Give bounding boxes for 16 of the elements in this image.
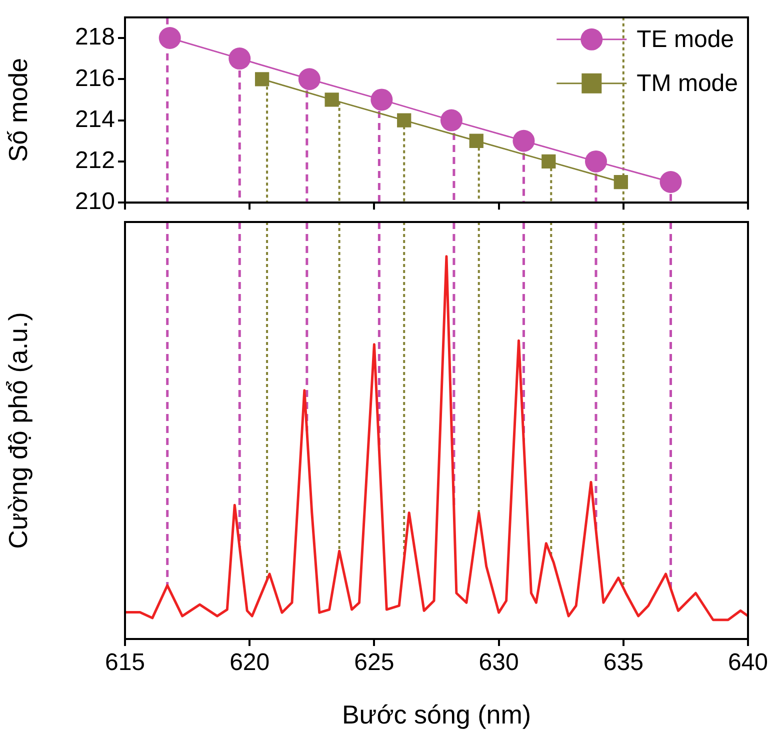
y-tick-label: 212 [74, 147, 115, 174]
y-axis-title: Cường độ phổ (a.u.) [2, 312, 33, 549]
x-tick-label: 625 [354, 649, 394, 676]
y-tick-label: 216 [74, 64, 115, 92]
x-tick-label: 630 [478, 649, 519, 676]
legend-label: TE mode [636, 26, 734, 54]
x-tick-label: 640 [728, 649, 768, 676]
y-tick-label: 214 [74, 106, 115, 133]
y-tick-label: 218 [74, 24, 115, 51]
legend-label: TM mode [636, 70, 738, 98]
x-tick-label: 615 [104, 649, 146, 676]
x-axis-title: Bước sóng (nm) [342, 700, 532, 730]
x-tick-label: 635 [603, 649, 644, 676]
y-axis-title: Số mode [2, 58, 33, 162]
y-tick-label: 210 [74, 188, 115, 216]
x-tick-label: 620 [230, 649, 270, 676]
